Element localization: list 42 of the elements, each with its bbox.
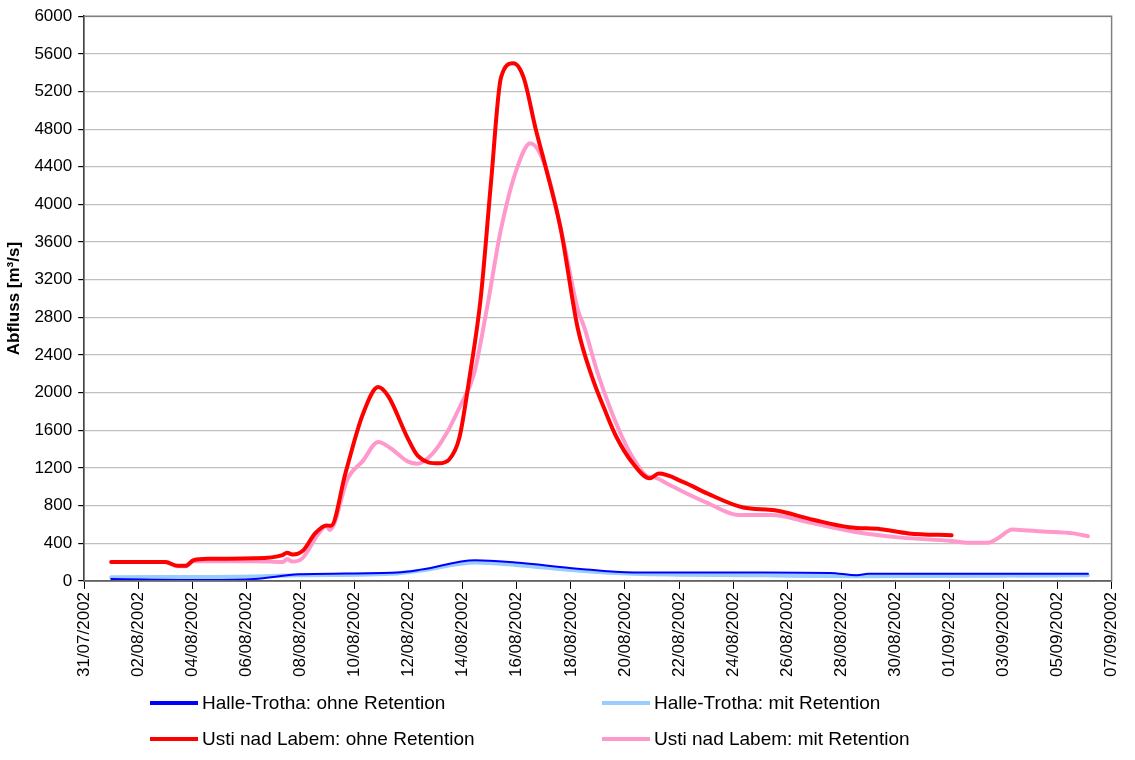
x-tick-label: 08/08/2002 <box>290 591 310 678</box>
y-tick-label: 5200 <box>34 81 73 101</box>
x-tick-label: 05/09/2002 <box>1047 591 1067 678</box>
x-tick-label: 24/08/2002 <box>722 591 742 678</box>
y-tick-label: 0 <box>62 570 73 590</box>
y-tick-label: 4000 <box>34 194 73 214</box>
y-tick-label: 4800 <box>34 118 73 138</box>
x-tick-label: 01/09/2002 <box>939 591 959 678</box>
x-tick-label: 18/08/2002 <box>560 591 580 678</box>
y-tick-label: 3600 <box>34 231 73 251</box>
y-tick-label: 2800 <box>34 307 73 327</box>
x-tick-label: 02/08/2002 <box>127 591 147 678</box>
line-series <box>109 61 954 568</box>
y-tick-label: 1200 <box>34 457 73 477</box>
x-tick-label: 30/08/2002 <box>885 591 904 678</box>
x-tick-label: 28/08/2002 <box>830 591 850 678</box>
y-tick-label: 800 <box>43 495 73 515</box>
y-tick-label: 1600 <box>34 420 73 440</box>
x-tick-label: 07/09/2002 <box>1101 591 1121 678</box>
x-tick-label: 14/08/2002 <box>452 591 472 678</box>
legend-label: Halle-Trotha: ohne Retention <box>202 692 446 714</box>
x-tick-label: 31/07/2002 <box>73 591 93 678</box>
x-tick-label: 06/08/2002 <box>236 591 256 678</box>
y-tick-label: 2000 <box>34 382 73 402</box>
legend-label: Halle-Trotha: mit Retention <box>654 692 881 714</box>
y-tick-label: 6000 <box>34 5 73 25</box>
y-tick-label: 5600 <box>34 43 73 63</box>
x-tick-label: 04/08/2002 <box>182 591 202 678</box>
y-tick-label: 3200 <box>34 269 73 289</box>
x-tick-label: 10/08/2002 <box>344 591 364 678</box>
x-tick-label: 16/08/2002 <box>506 591 526 678</box>
y-axis-title: Abfluss [m³/s] <box>3 241 23 356</box>
y-tick-label: 400 <box>43 532 73 552</box>
x-tick-label: 22/08/2002 <box>668 591 688 678</box>
x-tick-label: 26/08/2002 <box>776 591 796 678</box>
x-tick-label: 03/09/2002 <box>993 591 1013 678</box>
legend-label: Usti nad Labem: mit Retention <box>654 728 910 750</box>
y-tick-label: 4400 <box>34 156 73 176</box>
x-tick-label: 12/08/2002 <box>398 591 418 678</box>
x-tick-label: 20/08/2002 <box>614 591 634 678</box>
y-tick-label: 2400 <box>34 344 73 364</box>
legend-label: Usti nad Labem: ohne Retention <box>202 728 475 750</box>
